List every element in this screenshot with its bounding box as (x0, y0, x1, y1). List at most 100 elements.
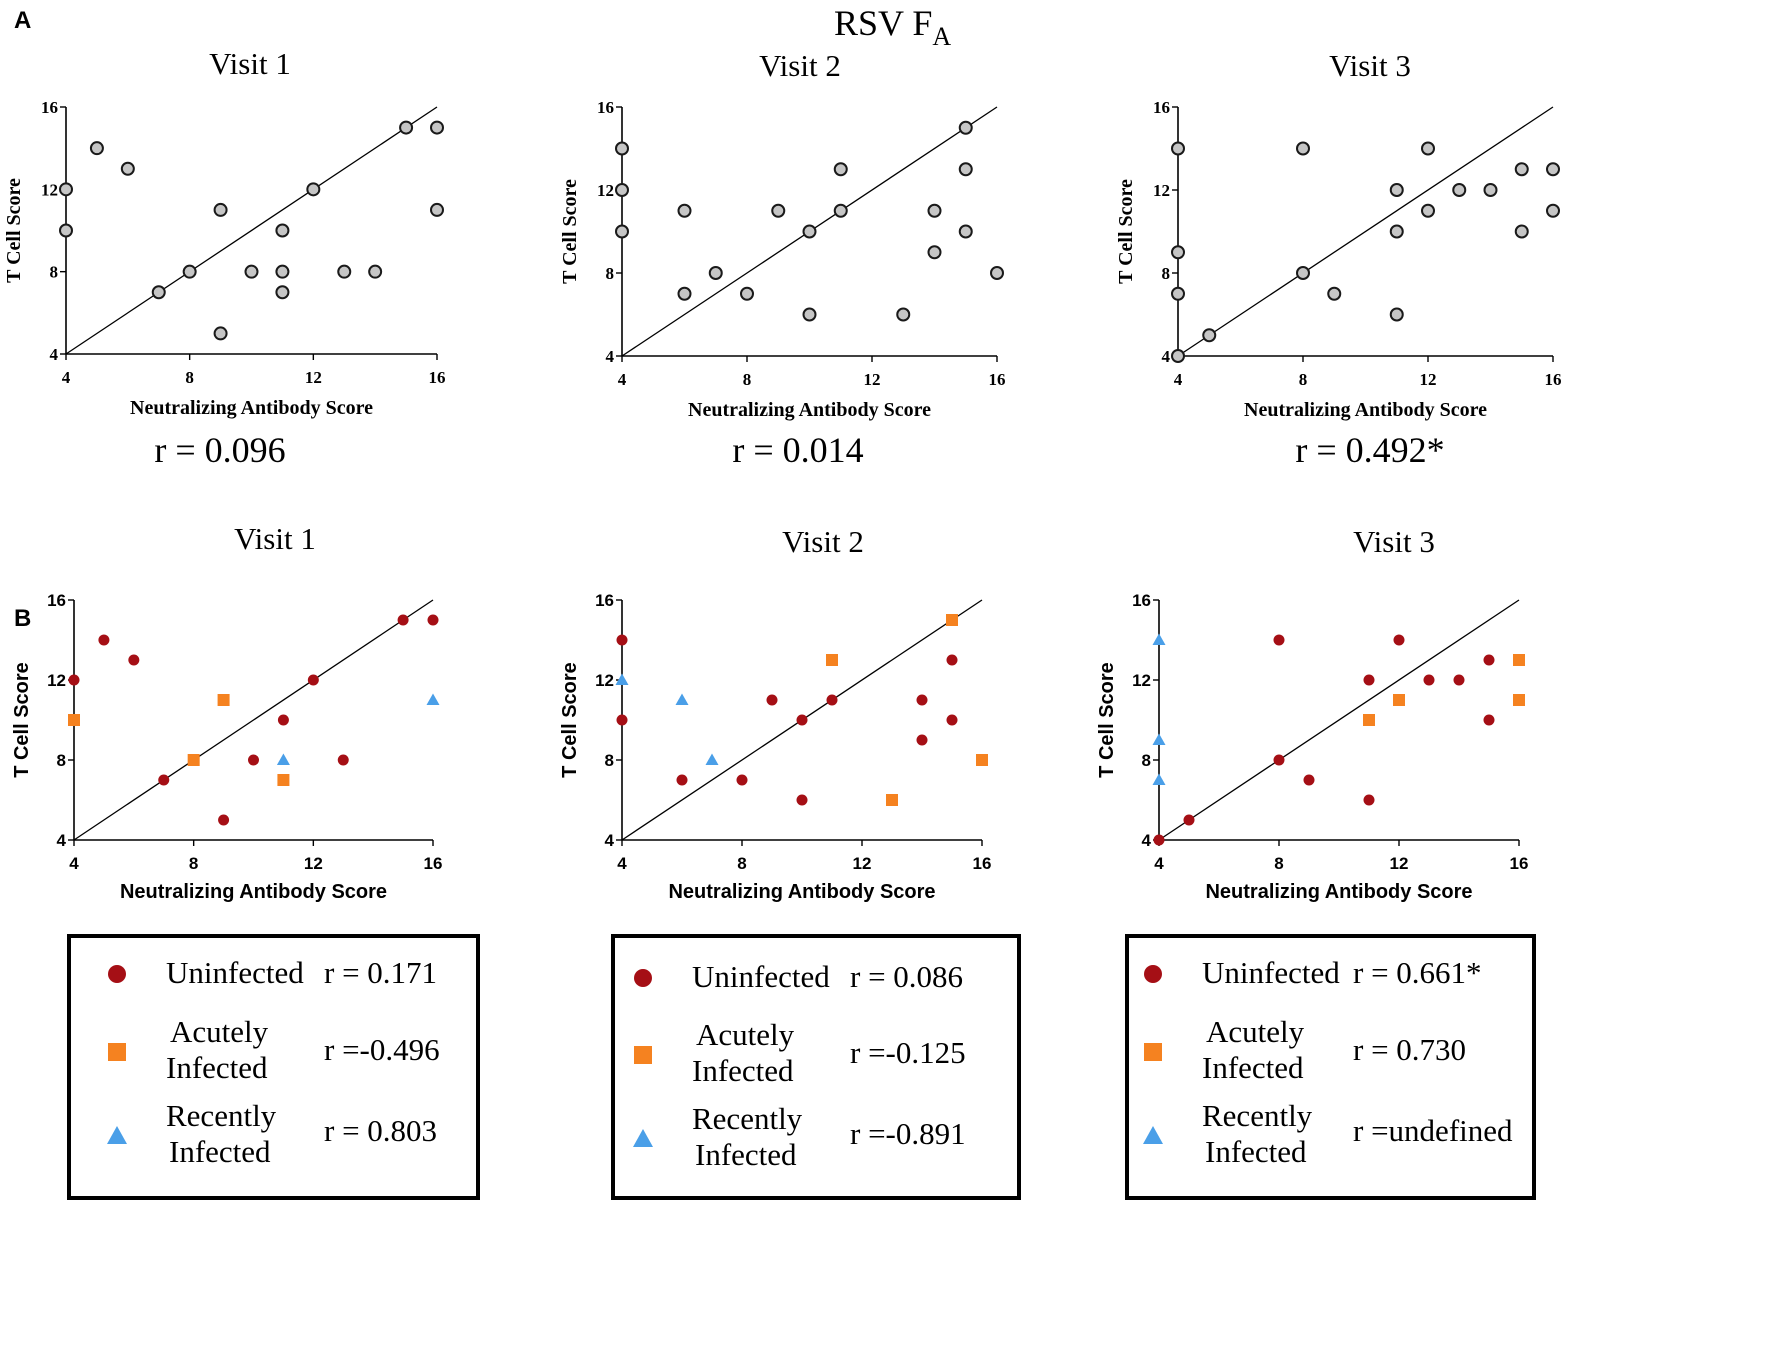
legend-label-acutely-2: Infected (166, 1050, 268, 1085)
data-point (740, 286, 754, 301)
data-point (1171, 286, 1185, 301)
y-axis-label: T Cell Score (559, 179, 581, 284)
data-point (927, 203, 942, 218)
x-axis-label: Neutralizing Antibody Score (1244, 399, 1487, 421)
data-point (182, 264, 197, 279)
data-point (399, 120, 414, 135)
identity-line (65, 106, 438, 355)
x-tick-label: 4 (1174, 370, 1183, 389)
data-point (1452, 183, 1467, 197)
y-tick-label: 16 (1132, 591, 1151, 610)
data-point-uninfected (916, 734, 928, 746)
data-point-uninfected (307, 674, 319, 686)
data-point (708, 266, 723, 280)
panel-b-letter: B (14, 605, 31, 632)
data-point-uninfected (796, 794, 808, 806)
chart-title: Visit 3 (1329, 48, 1411, 83)
chart-2: Visit 2 4 8 12 16 4 8 12 16 Neutralizing Antibody… (559, 48, 1006, 470)
y-axis-label: T Cell Score (11, 662, 33, 778)
y-tick-label: 4 (1142, 831, 1152, 850)
triangle-marker-icon (1143, 1126, 1163, 1144)
square-marker-icon (108, 1043, 126, 1061)
data-point (927, 245, 942, 260)
data-point-uninfected (1273, 634, 1285, 646)
data-point (275, 264, 290, 279)
data-point (89, 141, 104, 156)
y-tick-label: 12 (1132, 671, 1151, 690)
data-point (1296, 141, 1310, 156)
super-title-subscript: A (932, 22, 951, 51)
legend-label-recently-1: Recently (1202, 1098, 1313, 1133)
y-tick-label: 12 (1153, 181, 1170, 200)
correlation-annotation: r = 0.492* (1295, 430, 1444, 470)
x-tick-label: 4 (617, 854, 627, 873)
legend-r-uninfected: r = 0.171 (324, 955, 437, 990)
data-point-recently-infected (276, 753, 290, 765)
data-point-uninfected (796, 714, 808, 726)
data-point (244, 264, 259, 279)
x-axis-label: Neutralizing Antibody Score (120, 881, 387, 903)
legend-label-acutely-1: Acutely (170, 1014, 269, 1049)
y-tick-label: 4 (1162, 347, 1171, 366)
x-tick-label: 4 (1154, 854, 1164, 873)
identity-line (1177, 106, 1554, 357)
data-point-uninfected (1153, 834, 1165, 846)
legend-r-uninfected: r = 0.661* (1353, 955, 1482, 990)
square-marker-icon (1144, 1043, 1162, 1061)
data-point-acutely-infected (217, 694, 230, 706)
data-point-uninfected (826, 694, 838, 706)
y-tick-label: 8 (1142, 751, 1151, 770)
data-point-acutely-infected (886, 794, 898, 806)
x-tick-label: 8 (185, 368, 194, 387)
y-tick-label: 8 (57, 751, 66, 770)
y-tick-label: 4 (57, 831, 67, 850)
square-marker-icon (634, 1046, 652, 1064)
panel-a-letter: A (14, 7, 31, 34)
data-point-uninfected (1363, 794, 1375, 806)
y-axis-label: T Cell Score (1096, 662, 1118, 778)
y-tick-label: 8 (606, 264, 615, 283)
chart-5: Visit 2 4 8 12 16 4 8 12 16 Neutralizing Antibody… (559, 524, 991, 903)
data-point-acutely-infected (946, 614, 958, 626)
data-point-uninfected (1303, 774, 1315, 786)
legend-label-recently-2: Infected (695, 1137, 797, 1172)
x-tick-label: 8 (737, 854, 746, 873)
data-point-uninfected (1483, 714, 1495, 726)
chart-title: Visit 3 (1353, 524, 1435, 559)
legend-label-acutely-1: Acutely (1206, 1014, 1305, 1049)
y-tick-label: 4 (50, 345, 59, 364)
legend-label-uninfected: Uninfected (692, 959, 830, 994)
data-point-recently-infected (615, 673, 629, 685)
data-point-uninfected (1423, 674, 1435, 686)
data-point (1421, 203, 1435, 218)
data-point (1389, 224, 1404, 239)
legend-label-uninfected: Uninfected (166, 955, 304, 990)
x-tick-label: 12 (304, 854, 323, 873)
data-point (771, 203, 786, 218)
data-point (1171, 141, 1185, 156)
data-point-uninfected (1453, 674, 1465, 686)
data-point-uninfected (1363, 674, 1375, 686)
data-point-uninfected (946, 654, 958, 666)
data-point-uninfected (98, 634, 110, 646)
data-point (1483, 183, 1498, 197)
legend-frame (67, 934, 480, 1200)
data-point-uninfected (68, 674, 80, 686)
data-point (1296, 266, 1310, 280)
x-tick-label: 8 (743, 370, 752, 389)
data-point-acutely-infected (1513, 694, 1525, 706)
data-point-recently-infected (426, 693, 440, 705)
data-point (337, 264, 352, 279)
circle-marker-icon (634, 969, 652, 987)
y-tick-label: 8 (605, 751, 614, 770)
data-point (833, 203, 848, 218)
data-point (615, 224, 629, 239)
chart-title: Visit 1 (209, 46, 291, 81)
legend-r-acutely: r =-0.125 (850, 1035, 966, 1070)
data-point-acutely-infected (187, 754, 200, 766)
x-tick-label: 16 (424, 854, 443, 873)
correlation-annotation: r = 0.014 (732, 430, 863, 470)
x-tick-label: 16 (989, 370, 1006, 389)
x-tick-label: 12 (853, 854, 872, 873)
x-tick-label: 16 (973, 854, 992, 873)
